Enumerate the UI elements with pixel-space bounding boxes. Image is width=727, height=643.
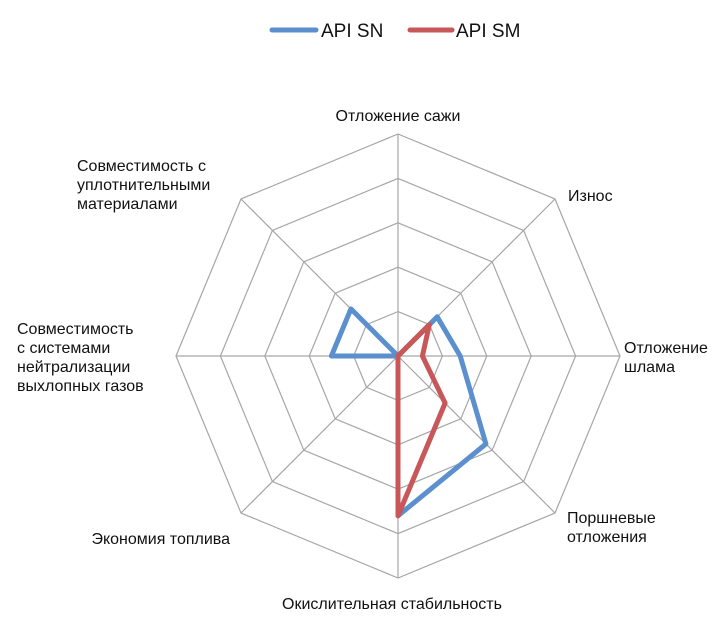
- legend-label-api-sm: API SM: [456, 21, 520, 42]
- axis-label-7-line-3: нейтрализации: [17, 359, 130, 376]
- axis-spoke-6: [240, 355, 399, 514]
- axis-label-7-line-2: с системами: [17, 340, 110, 357]
- axis-label-6-line-1: Экономия топлива: [91, 531, 230, 548]
- series-line-api-sm: [395, 322, 448, 519]
- axis-label-8-line-1: Совместимость с: [77, 158, 206, 175]
- axis-label-8-line-3: материалами: [77, 196, 178, 213]
- axis-label-5-line-1: Окислительная стабильность: [282, 596, 502, 613]
- axis-label-1-line-1: Отложение сажи: [336, 108, 461, 125]
- axis-label-7-line-1: Совместимость: [17, 321, 134, 338]
- legend: API SN API SM: [269, 21, 520, 42]
- axis-label-4-line-1: Поршневые: [567, 510, 656, 527]
- axis-label-3-line-1: Отложение: [624, 340, 708, 357]
- legend-label-api-sn: API SN: [321, 21, 383, 42]
- axis-spoke-4: [397, 355, 556, 514]
- radar-series: [328, 306, 489, 519]
- axis-labels: Отложение сажи Износ Отложение шлама Поршнев…: [17, 108, 708, 613]
- axis-label-2-line-1: Износ: [568, 188, 613, 205]
- axis-label-4-line-2: отложения: [567, 529, 647, 546]
- axis-label-8-line-2: уплотнительными: [77, 177, 210, 194]
- axis-label-3-line-2: шлама: [624, 359, 675, 376]
- axis-label-7-line-4: выхлопных газов: [17, 378, 144, 395]
